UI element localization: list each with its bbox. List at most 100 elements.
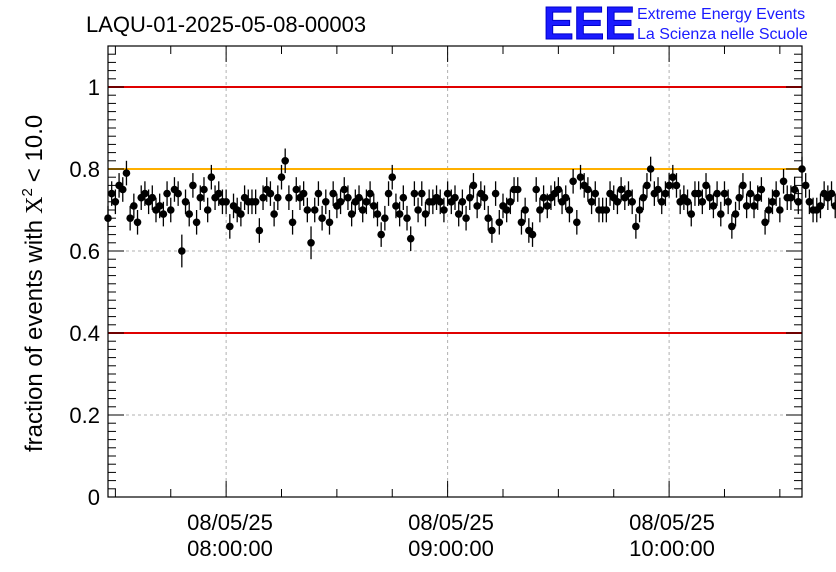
- data-point: [178, 247, 186, 255]
- data-point: [694, 189, 703, 198]
- data-point: [196, 193, 205, 202]
- data-point: [347, 210, 356, 218]
- data-point: [336, 198, 345, 206]
- data-point: [528, 230, 537, 239]
- data-point: [790, 185, 799, 194]
- data-point: [203, 206, 212, 214]
- data-point: [668, 173, 677, 181]
- x-tick-time: 08:00:00: [187, 536, 273, 561]
- data-point: [251, 198, 260, 206]
- reference-lines: [108, 86, 802, 334]
- data-point: [488, 226, 496, 235]
- data-point: [148, 193, 157, 202]
- data-point: [200, 185, 208, 194]
- x-tick-time: 09:00:00: [408, 536, 494, 561]
- data-point: [521, 206, 529, 214]
- data-point: [299, 189, 308, 198]
- data-point: [573, 218, 581, 227]
- data-point: [731, 210, 740, 218]
- x-axis-labels: 08/05/25 08:00:00 08/05/25 09:00:00 08/0…: [187, 510, 715, 561]
- data-point: [683, 198, 692, 206]
- y-tick-label: 0.8: [69, 157, 100, 182]
- axis-ticks: [108, 45, 802, 498]
- y-tick-label: 0.2: [69, 403, 100, 428]
- data-point: [436, 198, 445, 206]
- data-point: [672, 181, 681, 190]
- data-point: [159, 210, 168, 218]
- data-point: [624, 189, 633, 198]
- data-point: [259, 193, 267, 202]
- data-point: [742, 202, 751, 210]
- data-point: [724, 198, 732, 206]
- data-point: [274, 193, 282, 202]
- data-point: [643, 181, 651, 190]
- data-point: [757, 185, 766, 194]
- data-point: [728, 222, 736, 231]
- data-point: [764, 206, 773, 214]
- data-point: [369, 202, 378, 210]
- data-point: [805, 198, 814, 206]
- data-point: [735, 193, 744, 202]
- data-point: [517, 218, 526, 227]
- data-point: [344, 193, 352, 202]
- data-point: [779, 177, 788, 186]
- data-point: [613, 198, 622, 206]
- data-point: [362, 198, 371, 206]
- data-point: [126, 214, 134, 222]
- run-title: LAQU-01-2025-05-08-00003: [86, 12, 366, 37]
- data-point: [491, 189, 500, 198]
- data-point: [421, 210, 430, 218]
- data-point: [469, 181, 478, 190]
- data-point: [340, 185, 349, 194]
- data-point: [133, 218, 142, 227]
- data-point: [325, 218, 334, 227]
- data-point: [270, 210, 278, 218]
- data-point: [480, 193, 489, 202]
- data-point: [720, 189, 729, 198]
- data-point: [310, 206, 319, 214]
- data-point: [654, 185, 662, 194]
- data-point: [381, 214, 389, 222]
- data-point: [702, 181, 710, 190]
- data-point: [373, 210, 382, 218]
- data-point: [746, 189, 755, 198]
- data-point: [561, 193, 570, 202]
- data-point: [462, 214, 470, 222]
- x-tick-date: 08/05/25: [187, 510, 273, 535]
- data-point: [366, 189, 374, 198]
- data-point: [465, 193, 474, 202]
- data-point: [739, 181, 747, 190]
- data-point: [406, 234, 415, 243]
- data-point: [329, 189, 337, 198]
- data-point: [539, 193, 548, 202]
- data-point: [698, 198, 707, 206]
- data-point: [661, 189, 670, 198]
- data-point: [417, 189, 426, 198]
- data-point: [237, 210, 245, 218]
- data-point: [513, 185, 522, 194]
- data-point: [118, 185, 127, 194]
- data-point: [602, 206, 611, 214]
- data-point: [192, 218, 201, 227]
- data-point: [473, 202, 481, 210]
- data-point: [314, 189, 323, 198]
- data-point: [543, 202, 552, 210]
- data-point: [532, 185, 541, 194]
- y-tick-label: 1: [88, 75, 100, 100]
- data-point: [495, 218, 504, 227]
- data-point: [130, 202, 138, 210]
- data-point: [358, 206, 367, 214]
- data-point: [772, 189, 780, 198]
- data-point: [377, 230, 385, 239]
- x-tick-date: 08/05/25: [629, 510, 715, 535]
- data-point: [705, 193, 714, 202]
- data-point: [628, 198, 636, 206]
- data-point: [458, 198, 467, 206]
- data-point: [321, 198, 330, 206]
- data-point: [443, 189, 452, 198]
- y-tick-label: 0: [88, 485, 100, 510]
- data-point: [384, 189, 393, 198]
- y-axis-title-suffix: < 10.0: [21, 115, 48, 182]
- data-point: [639, 193, 648, 202]
- eee-logo-line1: Extreme Energy Events: [637, 6, 805, 23]
